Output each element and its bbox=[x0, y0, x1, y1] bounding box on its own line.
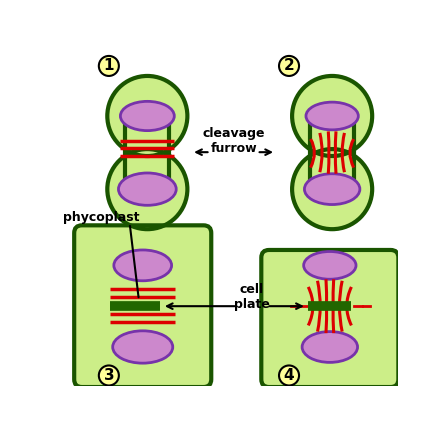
Ellipse shape bbox=[304, 174, 360, 204]
Text: 4: 4 bbox=[284, 368, 294, 383]
Ellipse shape bbox=[114, 250, 171, 281]
FancyBboxPatch shape bbox=[261, 250, 398, 387]
Ellipse shape bbox=[107, 76, 187, 156]
Bar bbox=[310, 115, 354, 191]
Text: cleavage
furrow: cleavage furrow bbox=[202, 127, 265, 155]
Ellipse shape bbox=[120, 102, 174, 131]
Text: 2: 2 bbox=[284, 59, 295, 73]
Text: cell
plate: cell plate bbox=[234, 283, 270, 311]
Ellipse shape bbox=[292, 76, 372, 156]
Ellipse shape bbox=[118, 173, 176, 205]
Ellipse shape bbox=[279, 56, 299, 76]
Text: phycoplast: phycoplast bbox=[62, 211, 139, 224]
Bar bbox=[125, 115, 169, 191]
Ellipse shape bbox=[107, 149, 187, 229]
Ellipse shape bbox=[306, 102, 358, 130]
Text: 1: 1 bbox=[104, 59, 114, 73]
Ellipse shape bbox=[99, 365, 119, 385]
Ellipse shape bbox=[302, 332, 358, 362]
FancyBboxPatch shape bbox=[74, 225, 211, 387]
Ellipse shape bbox=[99, 56, 119, 76]
Text: 3: 3 bbox=[104, 368, 114, 383]
Ellipse shape bbox=[113, 331, 173, 363]
Ellipse shape bbox=[303, 252, 356, 279]
Ellipse shape bbox=[279, 365, 299, 385]
Ellipse shape bbox=[292, 149, 372, 229]
